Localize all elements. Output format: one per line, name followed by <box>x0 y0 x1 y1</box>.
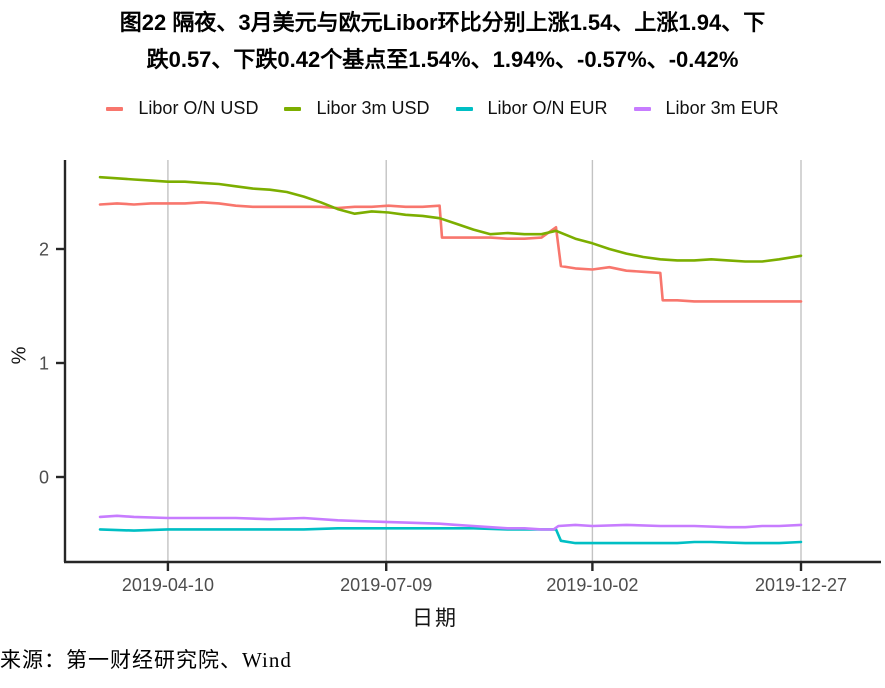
chart-title-line-2: 跌0.57、下跌0.42个基点至1.54%、1.94%、-0.57%、-0.42… <box>146 47 739 72</box>
x-tick-label: 2019-04-10 <box>122 575 214 595</box>
x-tick-label: 2019-12-27 <box>755 575 847 595</box>
y-tick-label: 2 <box>39 240 49 260</box>
legend-key-icon-libor-on-eur <box>455 106 473 111</box>
legend-key-icon-libor-3m-usd <box>284 106 302 111</box>
y-axis-title: % <box>8 346 31 365</box>
x-tick-label: 2019-10-02 <box>546 575 638 595</box>
source-note: 来源：第一财经研究院、Wind <box>0 648 292 672</box>
legend-label: Libor O/N USD <box>138 98 259 118</box>
legend-label: Libor 3m EUR <box>665 98 779 118</box>
chart-legend: Libor O/N USD Libor 3m USD Libor O/N EUR… <box>0 98 885 119</box>
legend-key-icon-libor-3m-eur <box>633 106 651 111</box>
series-line-libor-3m-eur <box>98 514 803 531</box>
series-line-libor-3m-usd <box>98 175 803 263</box>
chart-title: 图22 隔夜、3月美元与欧元Libor环比分别上涨1.54、上涨1.94、下 跌… <box>0 4 885 78</box>
legend-item-libor-3m-usd: Libor 3m USD <box>284 98 430 119</box>
y-tick-label: 0 <box>39 468 49 488</box>
legend-item-libor-on-usd: Libor O/N USD <box>106 98 258 119</box>
y-tick-label: 1 <box>39 354 49 374</box>
legend-item-libor-3m-eur: Libor 3m EUR <box>633 98 779 119</box>
legend-label: Libor O/N EUR <box>487 98 608 118</box>
series-line-libor-o-n-eur <box>98 526 803 545</box>
legend-label: Libor 3m USD <box>316 98 430 118</box>
series-line-libor-o-n-usd <box>98 201 803 303</box>
x-tick-label: 2019-07-09 <box>340 575 432 595</box>
legend-item-libor-on-eur: Libor O/N EUR <box>455 98 608 119</box>
x-axis-title: 日期 <box>412 607 458 630</box>
legend-key-icon-libor-on-usd <box>106 106 124 111</box>
chart-title-line-1: 图22 隔夜、3月美元与欧元Libor环比分别上涨1.54、上涨1.94、下 <box>119 10 766 35</box>
